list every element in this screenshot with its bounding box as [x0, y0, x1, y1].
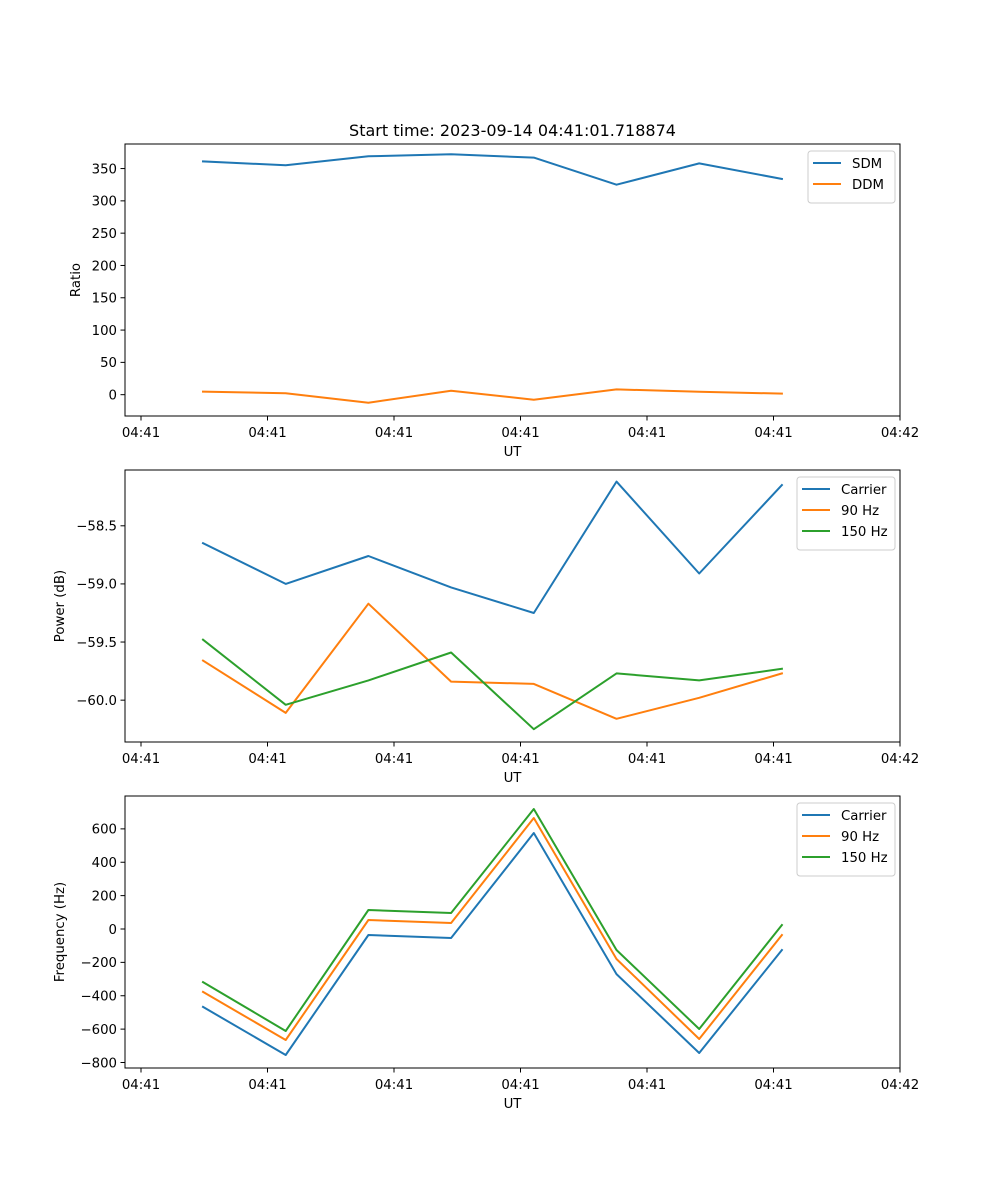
- legend: Carrier 90 Hz 150 Hz: [796, 802, 896, 877]
- x-tick-label: 04:41: [754, 1078, 792, 1093]
- y-tick-label: 300: [92, 195, 117, 210]
- legend-label: Carrier: [841, 483, 887, 498]
- x-tick-label: 04:41: [375, 752, 413, 767]
- x-tick-label: 04:41: [248, 426, 286, 441]
- x-tick-label: 04:41: [248, 752, 286, 767]
- x-tick-label: 04:41: [122, 752, 160, 767]
- legend-label: 90 Hz: [841, 830, 879, 845]
- x-tick-label: 04:42: [881, 1078, 919, 1093]
- x-tick-label: 04:41: [501, 426, 539, 441]
- series-line-ddm: [201, 388, 783, 404]
- x-tick-label: 04:41: [501, 752, 539, 767]
- figure-title: Start time: 2023-09-14 04:41:01.718874: [349, 121, 676, 140]
- legend-label: DDM: [852, 178, 884, 193]
- y-tick-label: 100: [92, 324, 117, 339]
- x-axis-label: UT: [504, 445, 523, 460]
- y-tick-label: −400: [80, 990, 117, 1005]
- y-axis-label: Ratio: [69, 263, 84, 297]
- legend: Carrier 90 Hz 150 Hz: [796, 476, 896, 551]
- y-tick-label: 600: [92, 823, 117, 838]
- x-tick-label: 04:41: [375, 426, 413, 441]
- y-tick-label: −200: [80, 956, 117, 971]
- subplot-2: 04:41 04:41 04:41 04:41 04:41 04:41 04:42 −60.0…: [53, 469, 919, 786]
- y-tick-label: 200: [92, 259, 117, 274]
- y-tick-label: 150: [92, 292, 117, 307]
- series-line-sdm: [201, 153, 784, 186]
- x-axis-label: UT: [504, 771, 523, 786]
- y-tick-label: 0: [109, 923, 117, 938]
- legend-label: 90 Hz: [841, 504, 879, 519]
- axes-frame: [124, 143, 901, 417]
- series-line-carrier: [201, 832, 784, 1056]
- y-tick-label: 350: [92, 162, 117, 177]
- panels: 04:41 04:41 04:41 04:41 04:41 04:41 04:42 0 50 10…: [53, 143, 919, 1112]
- y-axis-label: Power (dB): [53, 570, 68, 642]
- legend-label: Carrier: [841, 809, 887, 824]
- y-tick-label: −800: [80, 1056, 117, 1071]
- y-tick-label: −58.5: [76, 520, 117, 535]
- x-tick-label: 04:42: [881, 752, 919, 767]
- x-tick-label: 04:41: [628, 426, 666, 441]
- y-tick-label: −59.5: [76, 636, 117, 651]
- x-tick-label: 04:41: [501, 1078, 539, 1093]
- y-tick-label: 50: [100, 356, 117, 371]
- x-tick-label: 04:41: [375, 1078, 413, 1093]
- x-tick-label: 04:42: [881, 426, 919, 441]
- x-tick-label: 04:41: [628, 1078, 666, 1093]
- legend-label: 150 Hz: [841, 525, 888, 540]
- y-tick-label: 250: [92, 227, 117, 242]
- subplot-1: 04:41 04:41 04:41 04:41 04:41 04:41 04:42 0 50 10…: [69, 143, 919, 460]
- x-tick-label: 04:41: [628, 752, 666, 767]
- y-tick-label: −59.0: [76, 578, 117, 593]
- axes-frame: [124, 795, 901, 1069]
- x-tick-label: 04:41: [122, 1078, 160, 1093]
- x-tick-label: 04:41: [248, 1078, 286, 1093]
- series-line-90-hz: [201, 602, 784, 720]
- y-tick-label: 400: [92, 856, 117, 871]
- y-tick-label: −600: [80, 1023, 117, 1038]
- series-line-carrier: [201, 480, 784, 614]
- y-tick-label: 200: [92, 889, 117, 904]
- x-tick-label: 04:41: [754, 426, 792, 441]
- series-line-90-hz: [201, 817, 784, 1041]
- y-tick-label: −60.0: [76, 694, 117, 709]
- y-tick-label: 0: [109, 388, 117, 403]
- x-axis-label: UT: [504, 1097, 523, 1112]
- y-axis-label: Frequency (Hz): [53, 882, 68, 982]
- x-tick-label: 04:41: [754, 752, 792, 767]
- subplot-3: 04:41 04:41 04:41 04:41 04:41 04:41 04:42 −800 −…: [53, 795, 919, 1112]
- series-line-150-hz: [201, 808, 784, 1032]
- x-tick-label: 04:41: [122, 426, 160, 441]
- series-line-150-hz: [201, 638, 784, 731]
- legend: SDM DDM: [807, 150, 896, 204]
- legend-label: 150 Hz: [841, 851, 888, 866]
- axes-frame: [124, 469, 901, 743]
- legend-label: SDM: [852, 157, 882, 172]
